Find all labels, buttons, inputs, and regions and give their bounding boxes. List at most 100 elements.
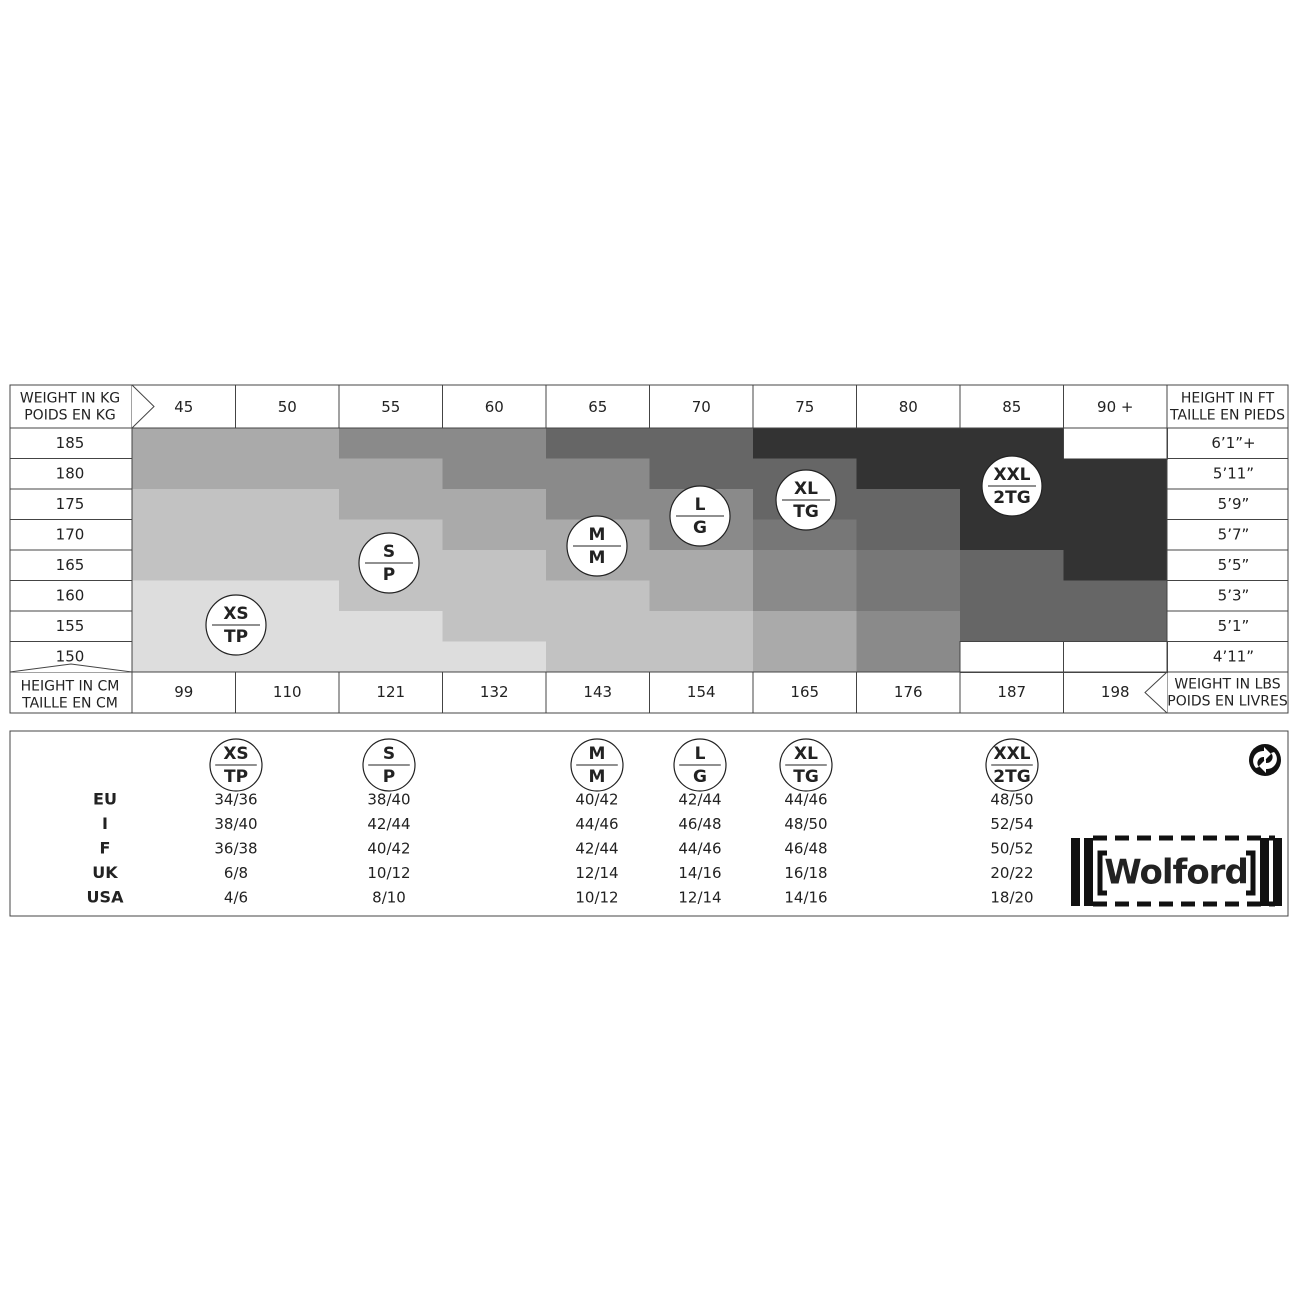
ft-label: 5’9” xyxy=(1218,495,1250,513)
size-cell xyxy=(649,428,754,459)
size-value: 16/18 xyxy=(784,864,827,882)
size-top: XXL xyxy=(993,465,1030,485)
lbs-label: 154 xyxy=(687,683,716,701)
size-cell xyxy=(442,489,547,520)
lbs-label: 143 xyxy=(583,683,612,701)
size-cell xyxy=(546,580,650,612)
size-badge: MM xyxy=(570,738,624,792)
size-value: 20/22 xyxy=(990,864,1033,882)
size-cell xyxy=(132,458,236,490)
axis-title: POIDS EN LIVRES xyxy=(1167,694,1288,710)
size-badge: XL TG xyxy=(779,738,833,792)
kg-label: 70 xyxy=(692,398,711,416)
size-badge: SP xyxy=(358,532,420,594)
size-value: 50/52 xyxy=(990,840,1033,858)
lbs-label: 187 xyxy=(997,683,1026,701)
size-cell xyxy=(960,519,1064,551)
size-value: 40/42 xyxy=(575,791,618,809)
size-value: 18/20 xyxy=(990,889,1033,907)
size-badge: XS TP xyxy=(205,594,267,656)
ft-label: 6’1”+ xyxy=(1211,434,1255,452)
ft-label: 5’11” xyxy=(1213,464,1254,482)
size-value: 40/42 xyxy=(367,840,410,858)
size-cell xyxy=(339,458,443,490)
size-cell xyxy=(649,550,754,581)
size-value: 48/50 xyxy=(784,815,827,833)
size-value: 8/10 xyxy=(372,889,406,907)
size-cell xyxy=(546,641,650,673)
size-bottom: TP xyxy=(224,627,248,647)
kg-label: 90 + xyxy=(1097,398,1133,416)
size-value: 48/50 xyxy=(990,791,1033,809)
axis-title: POIDS EN KG xyxy=(24,408,116,424)
size-value: 42/44 xyxy=(575,840,618,858)
size-value: 4/6 xyxy=(224,889,248,907)
axis-title: TAILLE EN CM xyxy=(21,696,118,712)
size-cell xyxy=(442,641,547,673)
size-bottom: M xyxy=(589,548,606,568)
size-cell xyxy=(856,580,961,612)
size-cell xyxy=(339,611,443,642)
size-badge: LG xyxy=(673,738,727,792)
size-cell xyxy=(856,611,961,642)
size-bottom: G xyxy=(693,518,707,538)
size-badge: SP xyxy=(362,738,416,792)
cm-label: 165 xyxy=(56,556,85,574)
recycle-icon xyxy=(1249,744,1281,776)
size-cell xyxy=(960,611,1064,642)
size-top: XS xyxy=(223,604,248,624)
size-bottom: G xyxy=(693,767,707,787)
size-cell xyxy=(235,428,340,459)
size-cell xyxy=(442,580,547,612)
size-cell xyxy=(442,428,547,459)
kg-label: 55 xyxy=(381,398,400,416)
ft-label: 5’5” xyxy=(1218,556,1250,574)
size-cell xyxy=(959,641,1065,673)
size-cell xyxy=(753,611,857,642)
size-cell xyxy=(649,641,754,673)
lbs-label: 176 xyxy=(894,683,923,701)
size-value: 36/38 xyxy=(214,840,257,858)
size-value: 52/54 xyxy=(990,815,1033,833)
size-top: XS xyxy=(223,744,248,764)
size-bottom: P xyxy=(383,767,395,787)
region-label: EU xyxy=(93,790,117,809)
size-cell xyxy=(649,611,754,642)
kg-label: 60 xyxy=(485,398,504,416)
ft-label: 5’3” xyxy=(1218,586,1250,604)
size-value: 34/36 xyxy=(214,791,257,809)
conversion-frame xyxy=(9,730,1289,917)
size-badge: XXL 2TG xyxy=(985,738,1039,792)
size-value: 42/44 xyxy=(367,815,410,833)
cm-label: 180 xyxy=(56,464,85,482)
size-value: 42/44 xyxy=(678,791,721,809)
size-value: 44/46 xyxy=(784,791,827,809)
size-cell xyxy=(753,428,857,459)
size-cell xyxy=(753,550,857,581)
size-cell xyxy=(1063,641,1168,673)
size-cell xyxy=(856,519,961,551)
size-value: 44/46 xyxy=(575,815,618,833)
cm-label: 160 xyxy=(56,586,85,604)
size-cell xyxy=(960,550,1064,581)
size-cell xyxy=(546,489,650,520)
size-cell xyxy=(960,428,1064,459)
region-label: USA xyxy=(87,888,125,907)
size-cell xyxy=(1063,427,1168,460)
size-bottom: 2TG xyxy=(993,767,1030,787)
size-cell xyxy=(442,519,547,551)
size-badge: XXL 2TG xyxy=(981,455,1043,517)
size-cell xyxy=(856,550,961,581)
kg-label: 45 xyxy=(174,398,193,416)
size-cell xyxy=(856,489,961,520)
size-value: 46/48 xyxy=(678,815,721,833)
size-cell xyxy=(649,458,754,490)
lbs-label: 110 xyxy=(273,683,302,701)
ft-label: 5’1” xyxy=(1218,617,1250,635)
size-bottom: 2TG xyxy=(993,488,1030,508)
cm-label: 170 xyxy=(56,525,85,543)
size-cell xyxy=(960,580,1064,612)
lbs-label: 132 xyxy=(480,683,509,701)
logo-frame xyxy=(1071,835,1282,907)
size-top: XXL xyxy=(993,744,1030,764)
